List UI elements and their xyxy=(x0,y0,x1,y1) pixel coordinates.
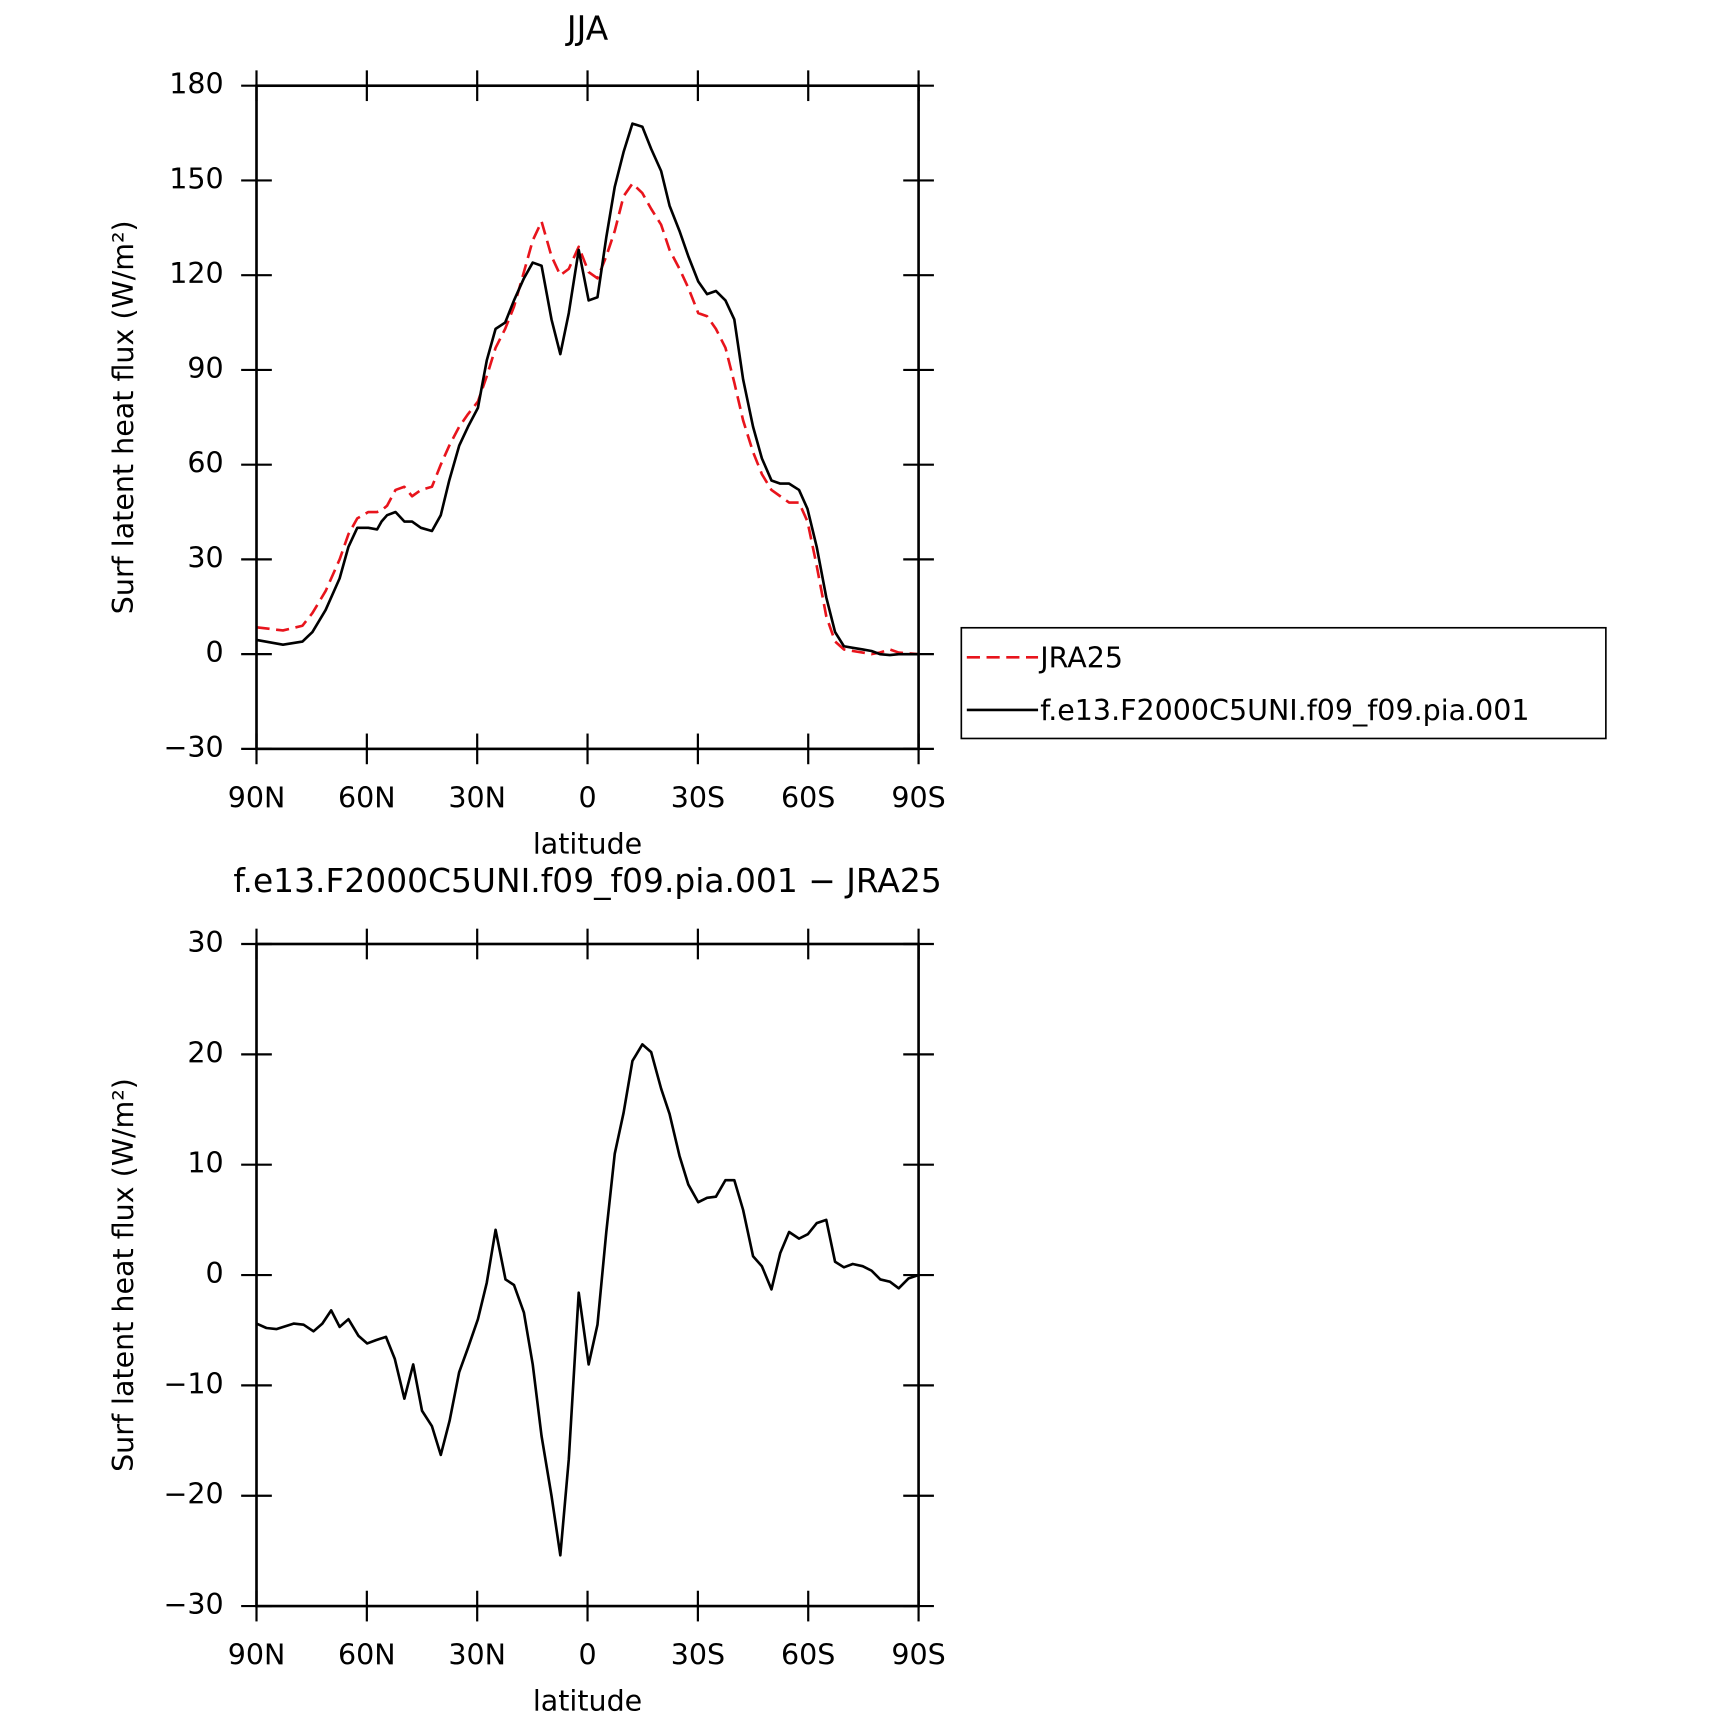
y-tick-label: 60 xyxy=(187,447,223,480)
chart-title: JJA xyxy=(565,8,609,47)
x-tick-label: 60N xyxy=(338,1638,396,1671)
data-line xyxy=(256,182,919,656)
y-tick-label: 20 xyxy=(187,1036,223,1069)
x-tick-label: 30N xyxy=(448,1638,506,1671)
x-tick-label: 90S xyxy=(891,781,945,814)
data-line xyxy=(256,122,919,657)
legend-box xyxy=(960,626,1607,740)
y-tick-label: 150 xyxy=(169,162,223,195)
plot-frame xyxy=(255,84,920,751)
y-tick-label: 180 xyxy=(169,68,223,101)
legend-label: f.e13.F2000C5UNI.f09_f09.pia.001 xyxy=(1040,694,1529,727)
x-tick-label: 30S xyxy=(671,1638,725,1671)
y-tick-label: 0 xyxy=(205,1257,223,1290)
x-axis-label: latitude xyxy=(533,1685,642,1717)
x-tick-label: 0 xyxy=(578,1638,596,1671)
y-tick-label: −10 xyxy=(163,1367,223,1400)
x-tick-label: 0 xyxy=(578,781,596,814)
y-tick-label: 120 xyxy=(169,257,223,290)
legend-label: JRA25 xyxy=(1038,642,1123,675)
y-axis-label: Surf latent heat flux (W/m²) xyxy=(107,220,140,614)
y-tick-label: 90 xyxy=(187,352,223,385)
x-tick-label: 90N xyxy=(228,1638,286,1671)
y-tick-label: 30 xyxy=(187,541,223,574)
x-tick-label: 90S xyxy=(891,1638,945,1671)
data-line xyxy=(255,1043,919,1557)
chart-title: f.e13.F2000C5UNI.f09_f09.pia.001 − JRA25 xyxy=(233,861,941,900)
plot-frame xyxy=(255,942,920,1608)
y-tick-label: 10 xyxy=(187,1147,223,1180)
y-axis-label: Surf latent heat flux (W/m²) xyxy=(107,1078,140,1472)
x-tick-label: 60S xyxy=(781,1638,835,1671)
y-tick-label: 0 xyxy=(205,636,223,669)
y-tick-label: 30 xyxy=(187,926,223,959)
x-tick-label: 60S xyxy=(781,781,835,814)
x-tick-label: 30S xyxy=(671,781,725,814)
y-tick-label: −20 xyxy=(163,1478,223,1511)
x-tick-label: 30N xyxy=(448,781,506,814)
x-axis-label: latitude xyxy=(533,827,642,860)
x-tick-label: 90N xyxy=(228,781,286,814)
x-tick-label: 60N xyxy=(338,781,396,814)
y-tick-label: −30 xyxy=(163,731,223,764)
y-tick-label: −30 xyxy=(163,1588,223,1621)
